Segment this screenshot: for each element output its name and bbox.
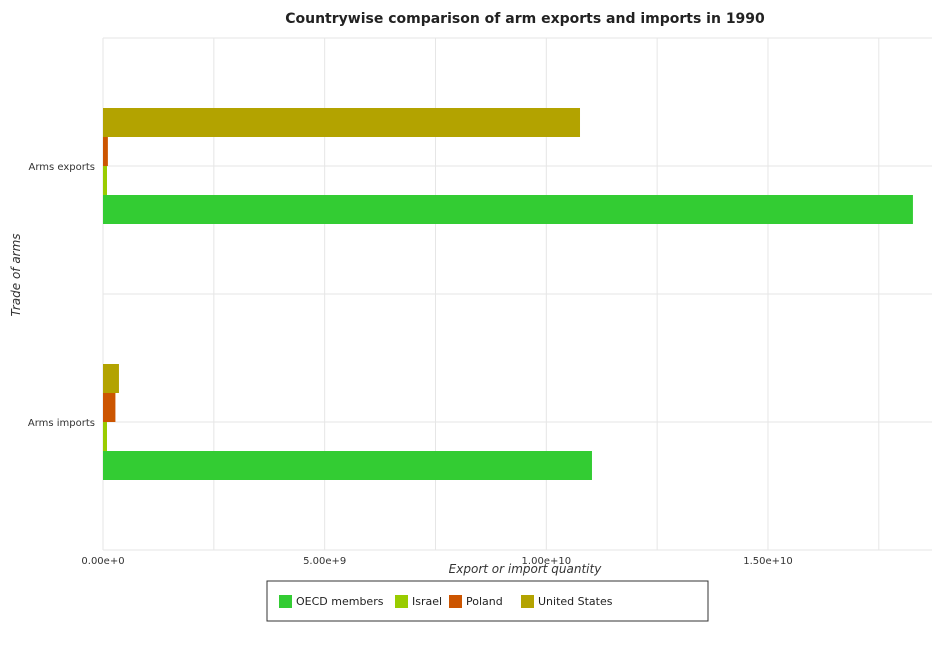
bar-oecd-members [103, 451, 592, 480]
ticks: Arms exports Arms imports 0.00e+0 5.00e+9 1.… [28, 162, 793, 567]
bar-poland [103, 137, 108, 166]
chart-title: Countrywise comparison of arm exports an… [285, 11, 765, 27]
x-tick-label: 1.50e+10 [743, 556, 793, 567]
x-tick-label: 0.00e+0 [81, 556, 124, 567]
legend-swatch [279, 595, 292, 608]
x-tick-label: 5.00e+9 [303, 556, 346, 567]
y-tick-label: Arms imports [28, 418, 95, 429]
bars [103, 108, 913, 480]
legend-swatch [449, 595, 462, 608]
x-tick-label: 1.00e+10 [522, 556, 572, 567]
bar-israel [103, 422, 107, 451]
legend-label: OECD members [296, 595, 384, 608]
x-axis-label: Export or import quantity [449, 562, 603, 576]
legend-label: Poland [466, 595, 503, 608]
legend-swatch [395, 595, 408, 608]
y-tick-label: Arms exports [28, 162, 95, 173]
bar-united-states [103, 108, 581, 137]
bar-poland [103, 393, 116, 422]
legend-label: United States [538, 595, 613, 608]
y-axis-label: Trade of arms [9, 233, 23, 316]
bar-united-states [103, 364, 119, 393]
grid [102, 37, 932, 551]
legend-box [266, 580, 709, 622]
bar-oecd-members [103, 195, 913, 224]
legend-label: Israel [412, 595, 442, 608]
legend-swatch [521, 595, 534, 608]
legend: OECD members Israel Poland United States [266, 580, 709, 622]
bar-israel [103, 166, 107, 195]
